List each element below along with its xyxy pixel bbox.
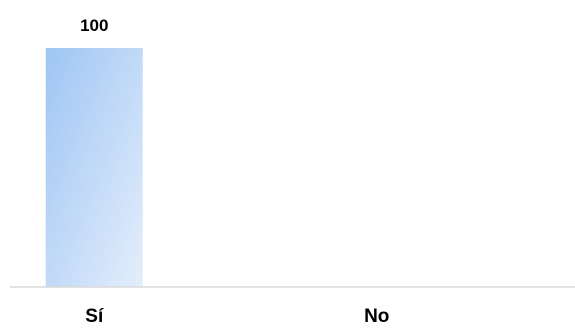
labels-layer: 100 Sí No <box>80 16 389 327</box>
bar-0 <box>45 48 143 287</box>
plot-area <box>45 48 143 287</box>
data-label-0: 100 <box>80 16 108 35</box>
category-label-1: No <box>364 306 389 327</box>
category-label-0: Sí <box>85 306 104 327</box>
